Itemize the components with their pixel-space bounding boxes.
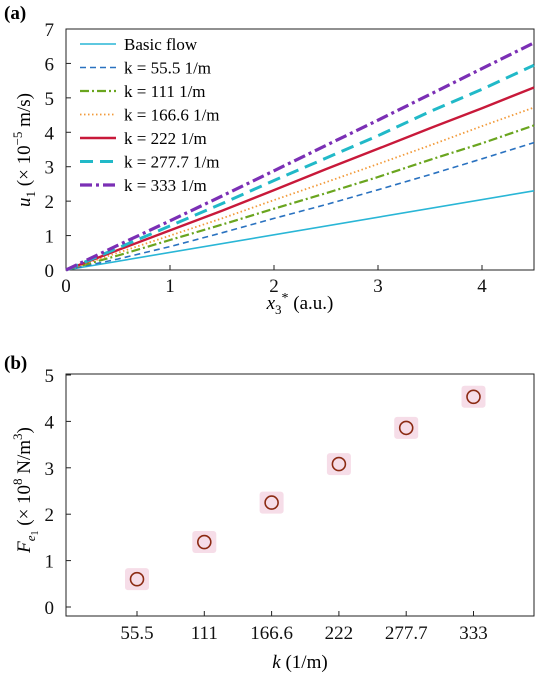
- panel-a-ytick-label: 7: [45, 20, 55, 41]
- series-line: [65, 141, 535, 271]
- data-point: [197, 534, 212, 550]
- panel-a-xtick-label: 2: [269, 276, 279, 297]
- panel-b-ytick-label: 2: [45, 505, 55, 526]
- data-point: [129, 571, 145, 587]
- panel-b-xtick-label: 55.5: [120, 623, 153, 644]
- panel-a-series: [65, 41, 535, 272]
- data-point-highlight: [259, 491, 284, 514]
- series-line: [65, 86, 535, 272]
- panel-a-label: (a): [4, 3, 26, 24]
- panel-a-xtick-label: 3: [373, 276, 383, 297]
- data-point: [466, 389, 481, 405]
- legend-entry: k = 333 1/m: [124, 176, 207, 195]
- panel-b-xticks: 55.5 111 166.6 222 277.7 333: [120, 611, 488, 644]
- panel-a-xtick-label: 1: [165, 276, 175, 297]
- panel-b-label: (b): [4, 353, 27, 374]
- data-point-highlight: [326, 453, 351, 476]
- panel-b-ytick-label: 0: [45, 598, 55, 619]
- legend-entry: k = 222 1/m: [124, 129, 207, 148]
- panel-a-ytick-label: 4: [45, 123, 55, 144]
- series-line: [65, 190, 535, 271]
- panel-b-xlabel: k (1/m): [272, 652, 327, 673]
- panel-a-ytick-label: 1: [45, 227, 55, 248]
- data-point: [264, 495, 279, 510]
- legend-entry: Basic flow: [124, 35, 198, 54]
- panel-a-xtick-label: 4: [477, 276, 487, 297]
- panel-b-axes-box: [65, 373, 535, 617]
- panel-a-legend: Basic flow k = 55.5 1/m k = 111 1/m k = 166…: [80, 35, 220, 195]
- series-line: [65, 63, 535, 272]
- panel-b-ytick-label: 1: [45, 552, 55, 573]
- panel-a-yticks: 0 1 2 3 4 5 6 7: [45, 20, 71, 282]
- data-point-highlight: [125, 568, 149, 591]
- panel-a-ytick-label: 3: [45, 158, 55, 179]
- panel-b-xtick-label: 111: [191, 623, 218, 644]
- series-line: [65, 41, 535, 272]
- panel-b-ytick-label: 3: [45, 459, 55, 480]
- legend-entry: k = 111 1/m: [124, 82, 206, 101]
- panel-a-xlabel: x3* (a.u.): [266, 291, 334, 317]
- data-point: [398, 420, 414, 436]
- panel-a-axes-box: [65, 28, 535, 271]
- panel-b-xtick-label: 277.7: [385, 623, 428, 644]
- series-line: [65, 106, 535, 271]
- panel-a-ytick-label: 2: [45, 192, 55, 213]
- legend-entry: k = 277.7 1/m: [124, 153, 220, 172]
- panel-b-ytick-label: 4: [45, 412, 55, 433]
- panel-a-plot: 0 1 2 3 4 5 6 7 0 1 2 3 4 Basic flow k = 55.5 1/m k =…: [10, 20, 535, 317]
- panel-b-ylabel: Fe1 (× 108 N/m3): [10, 427, 41, 554]
- panel-b-xtick-label: 333: [459, 623, 488, 644]
- data-point: [331, 456, 347, 472]
- panel-b-xtick-label: 222: [325, 623, 354, 644]
- panel-a-xticks: 0 1 2 3 4: [61, 265, 487, 297]
- legend-entry: k = 55.5 1/m: [124, 59, 211, 78]
- data-point-highlight: [461, 385, 486, 408]
- panel-b-yticks: 0 1 2 3 4 5: [45, 366, 71, 619]
- series-line: [65, 124, 535, 272]
- panel-a-xtick-label: 0: [61, 276, 71, 297]
- panel-b-markers: [125, 385, 486, 591]
- data-point-highlight: [192, 531, 217, 554]
- panel-a-ylabel: u1 (× 10−5 m/s): [10, 93, 38, 207]
- panel-a-ytick-label: 6: [45, 54, 55, 75]
- legend-entry: k = 166.6 1/m: [124, 106, 220, 125]
- data-point-highlight: [394, 416, 419, 439]
- panel-b-ytick-label: 5: [45, 366, 55, 387]
- panel-a-ytick-label: 0: [45, 261, 55, 282]
- panel-a-ytick-label: 5: [45, 89, 55, 110]
- panel-b-xtick-label: 166.6: [250, 623, 293, 644]
- panel-b-plot: 0 1 2 3 4 5 55.5 111 166.6 222 277.7 333 Fe1 (× 10…: [10, 366, 535, 673]
